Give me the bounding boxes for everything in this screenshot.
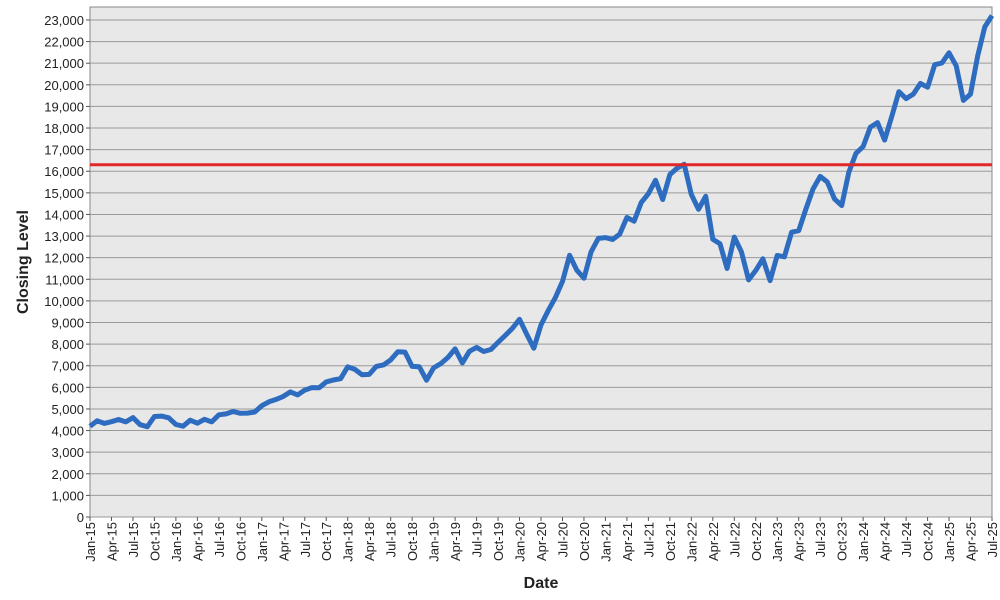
x-tick-label: Jul-15: [126, 522, 141, 557]
x-tick-label: Apr-19: [448, 522, 463, 561]
y-tick-label: 0: [77, 510, 84, 525]
y-tick-label: 8,000: [51, 337, 84, 352]
x-tick-label: Oct-19: [491, 522, 506, 561]
x-tick-label: Jan-15: [83, 522, 98, 562]
x-tick-label: Jul-22: [727, 522, 742, 557]
y-axis-title: Closing Level: [15, 210, 32, 314]
x-tick-label: Jan-23: [770, 522, 785, 562]
x-tick-label: Apr-20: [534, 522, 549, 561]
x-tick-label: Apr-15: [104, 522, 119, 561]
x-tick-label: Jul-23: [813, 522, 828, 557]
x-tick-label: Oct-18: [405, 522, 420, 561]
x-tick-label: Jan-20: [513, 522, 528, 562]
y-tick-label: 14,000: [44, 207, 84, 222]
plot-area: [89, 6, 993, 518]
y-tick-label: 11,000: [45, 272, 84, 287]
x-tick-label: Apr-24: [878, 522, 893, 561]
y-tick-label: 10,000: [44, 294, 84, 309]
x-tick-label: Apr-23: [792, 522, 807, 561]
x-tick-label: Jan-22: [684, 522, 699, 562]
x-tick-label: Oct-24: [921, 522, 936, 561]
x-tick-label: Jan-21: [598, 522, 613, 562]
y-tick-label: 19,000: [44, 99, 84, 114]
x-tick-label: Oct-17: [319, 522, 334, 561]
y-tick-label: 23,000: [44, 13, 84, 28]
x-tick-label: Apr-18: [362, 522, 377, 561]
y-tick-label: 9,000: [51, 316, 84, 331]
x-tick-label: Jul-17: [298, 522, 313, 557]
series-line: [88, 14, 995, 430]
y-tick-label: 6,000: [51, 380, 84, 395]
y-tick-label: 7,000: [51, 359, 84, 374]
x-tick-label: Jan-17: [255, 522, 270, 562]
y-tick-label: 12,000: [44, 251, 84, 266]
x-tick-label: Jan-19: [427, 522, 442, 562]
x-tick-label: Oct-23: [835, 522, 850, 561]
x-tick-label: Oct-16: [233, 522, 248, 561]
y-tick-label: 2,000: [51, 467, 84, 482]
x-tick-label: Jul-16: [212, 522, 227, 557]
x-tick-label: Jul-25: [985, 522, 1000, 557]
x-tick-label: Oct-15: [147, 522, 162, 561]
x-tick-label: Apr-25: [964, 522, 979, 561]
x-tick-label: Jul-21: [641, 522, 656, 557]
y-tick-label: 1,000: [51, 488, 84, 503]
x-tick-label: Oct-22: [749, 522, 764, 561]
x-tick-label: Apr-21: [620, 522, 635, 561]
x-tick-label: Jan-18: [341, 522, 356, 562]
x-tick-label: Apr-17: [276, 522, 291, 561]
y-tick-label: 15,000: [44, 186, 84, 201]
x-tick-label: Apr-22: [706, 522, 721, 561]
x-axis-title: Date: [524, 575, 559, 592]
y-tick-label: 21,000: [44, 56, 84, 71]
x-tick-label: Jul-19: [470, 522, 485, 557]
x-tick-label: Jul-24: [899, 522, 914, 557]
y-tick-label: 4,000: [51, 424, 84, 439]
y-tick-label: 16,000: [44, 164, 84, 179]
y-tick-label: 17,000: [44, 143, 84, 158]
x-tick-label: Jul-20: [555, 522, 570, 557]
y-tick-label: 3,000: [51, 445, 84, 460]
x-tick-label: Apr-16: [190, 522, 205, 561]
y-tick-label: 18,000: [44, 121, 84, 136]
x-tick-label: Jan-24: [856, 522, 871, 562]
x-tick-label: Jul-18: [384, 522, 399, 557]
x-tick-label: Jan-16: [169, 522, 184, 562]
x-tick-label: Oct-20: [577, 522, 592, 561]
x-tick-label: Jan-25: [942, 522, 957, 562]
y-tick-label: 5,000: [51, 402, 84, 417]
y-tick-label: 22,000: [44, 35, 84, 50]
y-tick-label: 13,000: [44, 229, 84, 244]
x-tick-label: Oct-21: [663, 522, 678, 561]
y-tick-label: 20,000: [44, 78, 84, 93]
